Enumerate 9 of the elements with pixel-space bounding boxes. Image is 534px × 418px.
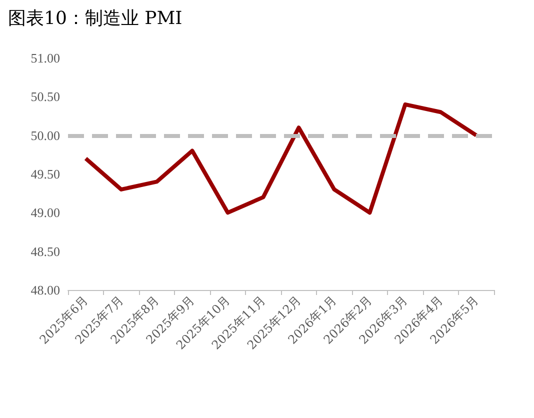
y-tick-label: 51.00: [30, 50, 60, 66]
chart-title: 图表10：制造业 PMI: [8, 7, 182, 30]
y-tick-label: 48.00: [30, 282, 60, 298]
y-tick-label: 49.50: [30, 166, 60, 182]
y-tick-label: 48.50: [30, 244, 60, 259]
y-tick-label: 49.00: [30, 205, 60, 220]
y-tick-label: 50.50: [30, 89, 60, 104]
y-tick-label: 50.00: [30, 128, 60, 143]
line-series: [84, 102, 478, 215]
